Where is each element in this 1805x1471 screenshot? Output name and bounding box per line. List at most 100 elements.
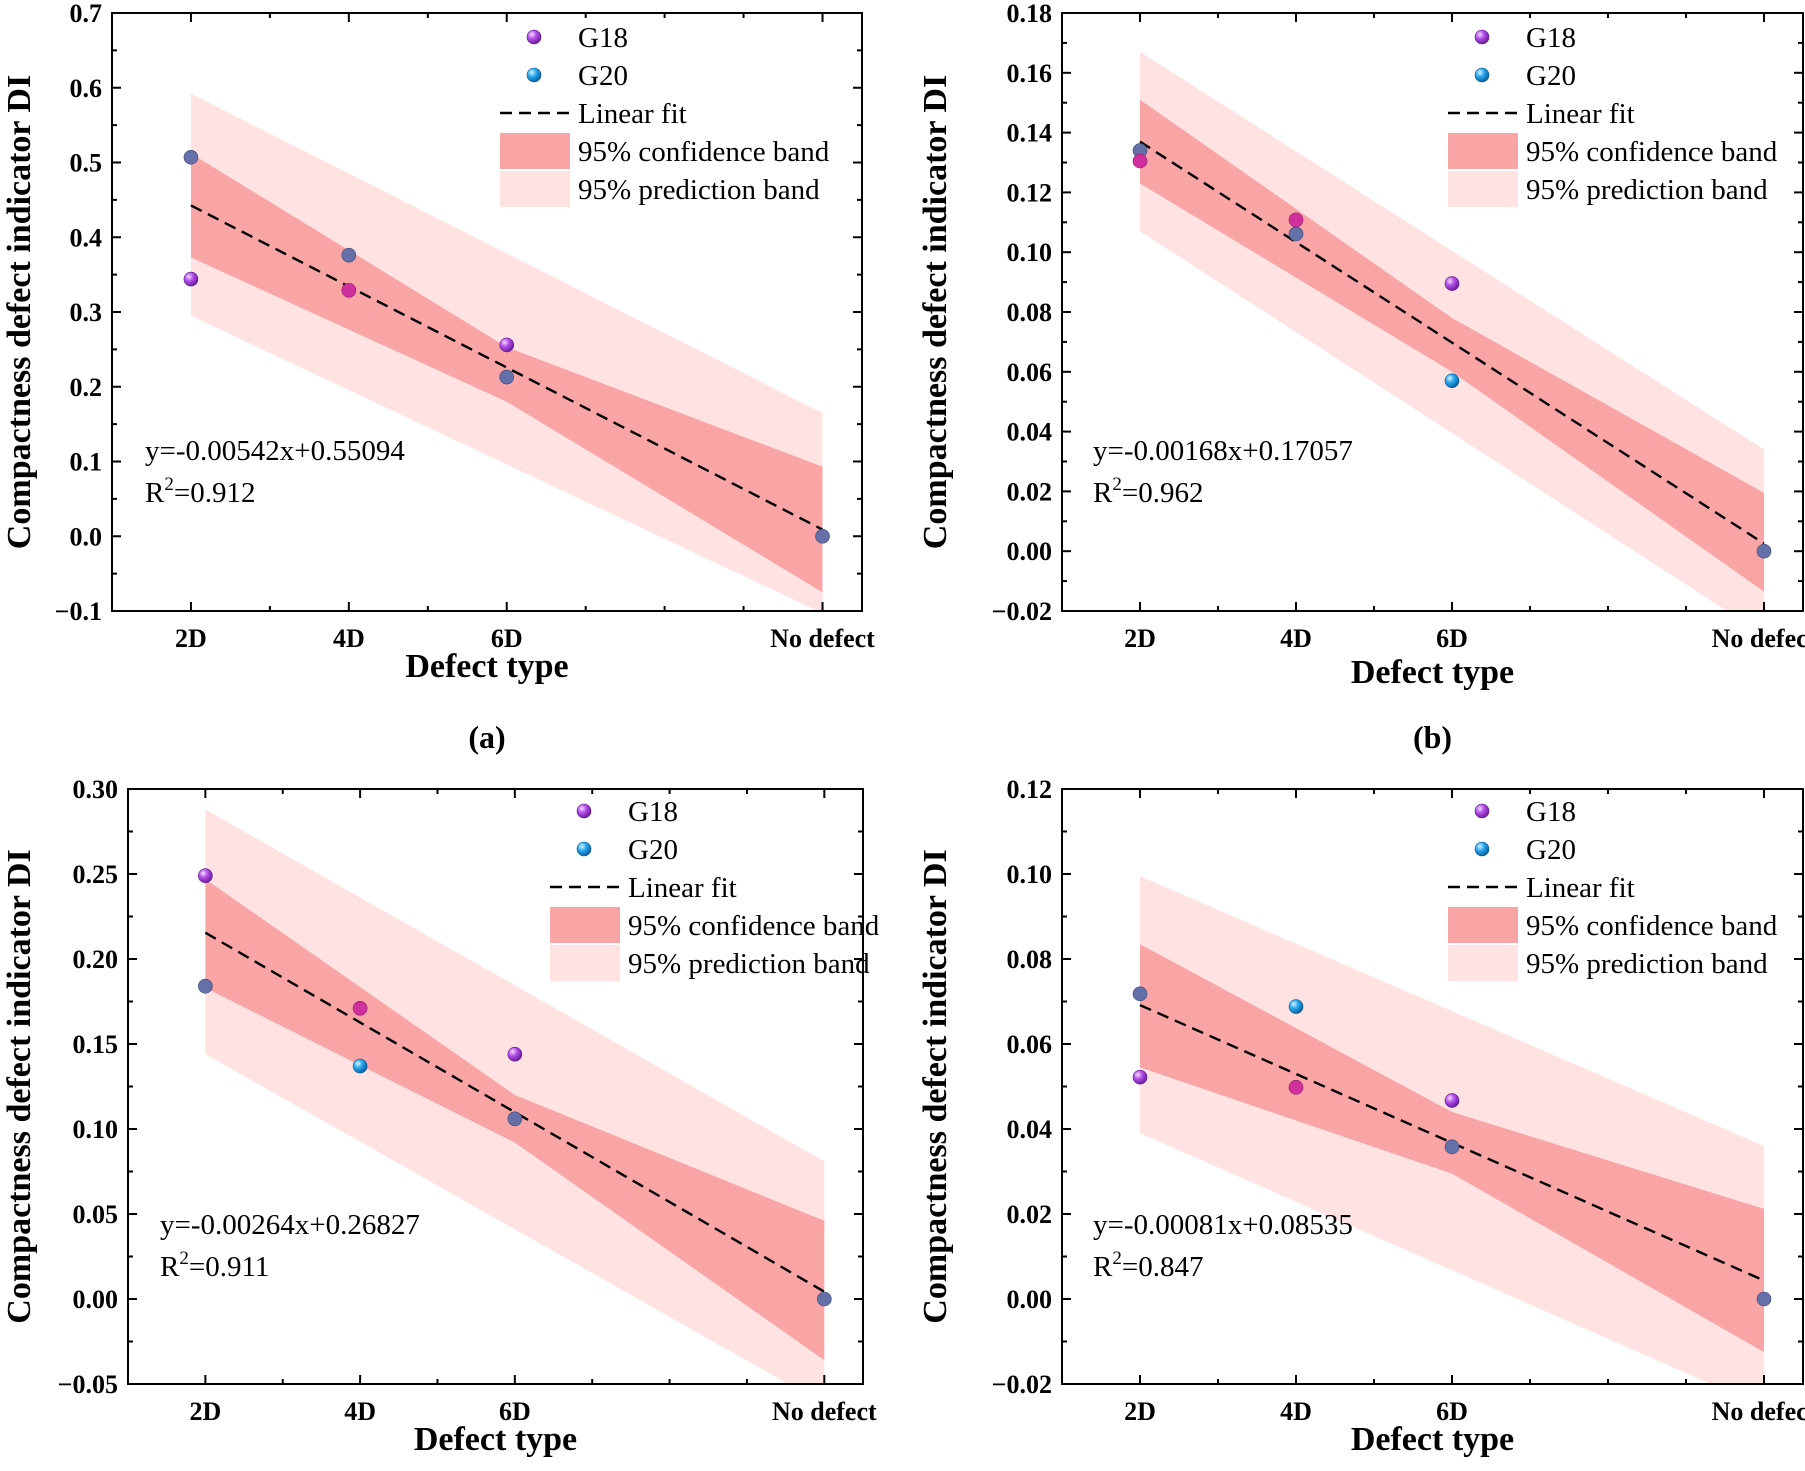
y-tick-label: 0.12 xyxy=(1007,775,1053,804)
g18-point xyxy=(1444,1093,1460,1108)
legend-g20-marker xyxy=(1474,841,1490,857)
y-tick-label: 0.10 xyxy=(73,1115,119,1144)
r-squared-superscript: 2 xyxy=(1112,1248,1122,1269)
g18-point xyxy=(1444,276,1460,291)
x-tick-label: 2D xyxy=(175,624,207,653)
y-tick-label: 0.10 xyxy=(1007,860,1053,889)
y-tick-label: 0.25 xyxy=(73,860,119,889)
y-axis-label: Compactness defect indicator DI xyxy=(1,849,38,1323)
r-squared-superscript: 2 xyxy=(164,474,174,495)
g20-point xyxy=(1756,543,1772,559)
legend-confidence-swatch xyxy=(1448,133,1518,169)
y-axis-label: Compactness defect indicator DI xyxy=(1,75,38,549)
legend-prediction-swatch xyxy=(550,945,620,981)
legend-label: Linear fit xyxy=(628,872,737,904)
panel-d: −0.02 0.00 0.02 0.04 0.06 0.08 0.10 0.12 2D 4D 6D N… xyxy=(917,775,1805,1458)
y-tick-label: −0.05 xyxy=(58,1370,118,1399)
legend-label: G20 xyxy=(578,60,628,92)
linear-fit-line xyxy=(190,204,824,531)
linear-fit-line xyxy=(1139,140,1765,545)
r-squared-value: =0.847 xyxy=(1122,1251,1204,1283)
y-tick-label: 0.06 xyxy=(1007,1030,1053,1059)
g20-point xyxy=(352,1058,368,1074)
legend-g20-marker xyxy=(1474,67,1490,83)
legend: G18 G20 Linear fit 95% confidence band 95% p… xyxy=(550,796,880,981)
legend-confidence-swatch xyxy=(550,907,620,943)
g20-point xyxy=(1288,999,1304,1014)
y-tick-label: −0.1 xyxy=(55,597,102,626)
x-axis-label: Defect type xyxy=(1351,1421,1514,1458)
legend-label: G18 xyxy=(1526,22,1576,54)
legend-label: 95% prediction band xyxy=(628,948,870,980)
legend-label: G18 xyxy=(628,796,678,828)
x-tick-label: 4D xyxy=(1280,1397,1312,1426)
legend-g18-marker xyxy=(1474,29,1490,45)
y-tick-label: 0.00 xyxy=(1007,537,1053,566)
x-tick-label: 2D xyxy=(1124,1397,1156,1426)
y-tick-label: 0.16 xyxy=(1007,59,1053,88)
g20-point xyxy=(1132,986,1148,1002)
y-tick-label: 0.7 xyxy=(70,0,103,28)
panel-label: (b) xyxy=(1413,719,1452,755)
y-tick-label: 0.30 xyxy=(73,775,119,804)
y-tick-label: −0.02 xyxy=(992,1370,1052,1399)
x-axis-label: Defect type xyxy=(1351,654,1514,691)
legend-label: G20 xyxy=(1526,60,1576,92)
legend-label: G18 xyxy=(1526,796,1576,828)
y-tick-label: 0.3 xyxy=(70,298,103,327)
x-tick-label: No defect xyxy=(772,1397,877,1426)
g20-point xyxy=(1444,373,1460,389)
g20-point xyxy=(507,1111,523,1127)
legend: G18 G20 Linear fit 95% confidence band 95% p… xyxy=(1448,22,1778,207)
fit-equation: y=-0.00542x+0.55094 xyxy=(145,435,405,467)
y-tick-label: 0.12 xyxy=(1007,178,1053,207)
g18-point xyxy=(352,1000,368,1016)
g18-point xyxy=(1132,153,1148,169)
y-tick-label: 0.05 xyxy=(73,1200,119,1229)
x-tick-label: 2D xyxy=(1124,624,1156,653)
legend-label: 95% confidence band xyxy=(578,136,830,168)
r-squared: R2=0.912 xyxy=(145,474,255,509)
g18-point xyxy=(183,271,199,287)
x-tick-label: No defect xyxy=(1712,1397,1805,1426)
legend: G18 G20 Linear fit 95% confidence band 95% p… xyxy=(1448,796,1778,981)
y-axis-label: Compactness defect indicator DI xyxy=(917,75,954,549)
g20-point xyxy=(499,369,515,385)
r-squared-prefix: R xyxy=(1093,477,1113,509)
x-tick-label: 4D xyxy=(333,624,365,653)
g18-point xyxy=(1132,1069,1148,1085)
x-tick-label: 6D xyxy=(1436,624,1468,653)
x-tick-label: 6D xyxy=(491,624,523,653)
r-squared-superscript: 2 xyxy=(179,1248,189,1269)
x-tick-label: 4D xyxy=(344,1397,376,1426)
x-tick-label: No defect xyxy=(770,624,875,653)
r-squared-value: =0.962 xyxy=(1122,477,1204,509)
panel-c: −0.05 0.00 0.05 0.10 0.15 0.20 0.25 0.30 2D 4D 6D N… xyxy=(1,775,880,1458)
y-tick-label: −0.02 xyxy=(992,597,1052,626)
r-squared-prefix: R xyxy=(145,477,165,509)
y-tick-label: 0.00 xyxy=(73,1285,119,1314)
y-tick-label: 0.5 xyxy=(70,149,103,178)
g18-point xyxy=(1288,1080,1304,1095)
r-squared-value: =0.911 xyxy=(189,1251,270,1283)
legend-label: 95% confidence band xyxy=(1526,136,1778,168)
y-tick-label: 0.02 xyxy=(1007,1200,1053,1229)
g20-point xyxy=(198,978,213,994)
legend-label: G18 xyxy=(578,22,628,54)
y-tick-label: 0.0 xyxy=(70,522,103,551)
legend-label: 95% confidence band xyxy=(1526,910,1778,942)
y-tick-label: 0.18 xyxy=(1007,0,1053,28)
x-axis-label: Defect type xyxy=(414,1421,577,1458)
legend-g20-marker xyxy=(526,67,542,83)
g20-point xyxy=(817,1291,832,1307)
fit-equation: y=-0.00081x+0.08535 xyxy=(1093,1209,1353,1241)
x-tick-label: 6D xyxy=(1436,1397,1468,1426)
y-tick-label: 0.04 xyxy=(1007,1115,1053,1144)
legend-label: Linear fit xyxy=(1526,98,1635,130)
y-axis-label: Compactness defect indicator DI xyxy=(917,849,954,1323)
r-squared-value: =0.912 xyxy=(174,477,256,509)
r-squared: R2=0.911 xyxy=(160,1248,269,1283)
legend-label: G20 xyxy=(628,834,678,866)
legend-label: G20 xyxy=(1526,834,1576,866)
